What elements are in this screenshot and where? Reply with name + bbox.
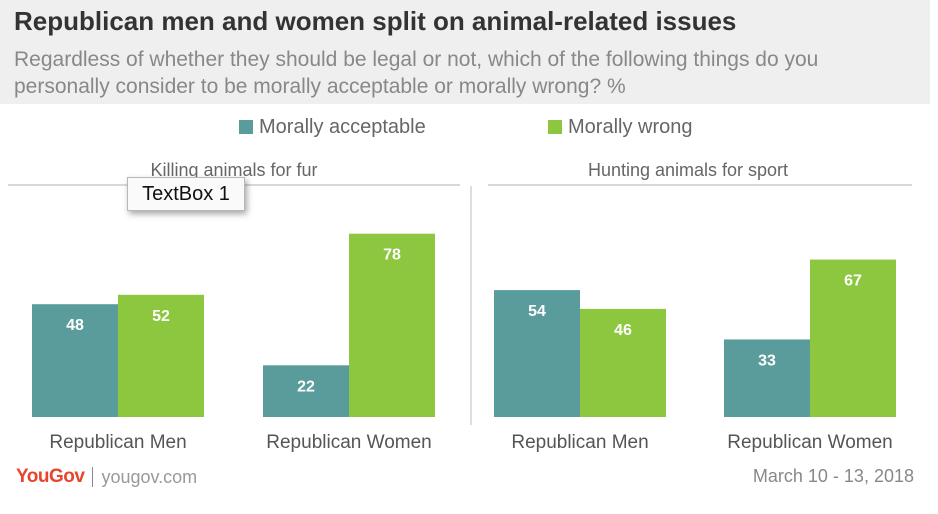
legend-item-morally-acceptable: Morally acceptable xyxy=(239,113,426,141)
legend-label-morally-acceptable: Morally acceptable xyxy=(259,115,426,138)
textbox-overlay[interactable]: TextBox 1 xyxy=(127,177,245,211)
category-label-killing-animals-for-fur-republican-men: Republican Men xyxy=(49,432,186,453)
bar-hunting-animals-for-sport-republican-men-morally-acceptable xyxy=(494,290,580,417)
survey-date: March 10 - 13, 2018 xyxy=(752,466,914,486)
data-label-killing-animals-for-fur-republican-women-morally-acceptable: 22 xyxy=(297,378,315,395)
chart-title: Republican men and women split on animal… xyxy=(14,6,737,36)
website-link[interactable]: yougov.com xyxy=(101,466,198,487)
brand-divider xyxy=(92,467,94,487)
data-label-hunting-animals-for-sport-republican-men-morally-acceptable: 54 xyxy=(528,303,546,320)
legend-item-morally-wrong: Morally wrong xyxy=(548,113,692,141)
legend-swatch-morally-acceptable xyxy=(239,120,253,134)
data-label-hunting-animals-for-sport-republican-women-morally-acceptable: 33 xyxy=(758,352,776,369)
bar-hunting-animals-for-sport-republican-women-morally-acceptable xyxy=(724,339,810,417)
legend-swatch-morally-wrong xyxy=(548,120,562,134)
data-label-hunting-animals-for-sport-republican-women-morally-wrong: 67 xyxy=(844,273,862,290)
panel-title-hunting-animals-for-sport: Hunting animals for sport xyxy=(588,160,788,180)
data-label-hunting-animals-for-sport-republican-men-morally-wrong: 46 xyxy=(614,322,632,339)
bar-killing-animals-for-fur-republican-women-morally-acceptable xyxy=(263,365,349,417)
bar-hunting-animals-for-sport-republican-men-morally-wrong xyxy=(580,308,666,417)
data-label-killing-animals-for-fur-republican-women-morally-wrong: 78 xyxy=(383,247,401,264)
data-label-killing-animals-for-fur-republican-men-morally-wrong: 52 xyxy=(152,308,170,325)
category-label-hunting-animals-for-sport-republican-men: Republican Men xyxy=(511,432,648,453)
bar-killing-animals-for-fur-republican-women-morally-wrong xyxy=(349,233,435,417)
category-label-hunting-animals-for-sport-republican-women: Republican Women xyxy=(727,432,892,453)
category-label-killing-animals-for-fur-republican-women: Republican Women xyxy=(266,432,431,453)
legend: Morally acceptable Morally wrong xyxy=(0,113,938,141)
yougov-logo: YouGov xyxy=(16,466,85,487)
chart-subtitle: Regardless of whether they should be leg… xyxy=(14,48,819,98)
footer-brand: YouGov yougov.com xyxy=(16,466,197,488)
panel-title-killing-animals-for-fur: Killing animals for fur xyxy=(150,160,317,180)
bar-killing-animals-for-fur-republican-men-morally-acceptable xyxy=(32,304,118,417)
bar-killing-animals-for-fur-republican-men-morally-wrong xyxy=(118,294,204,417)
bar-hunting-animals-for-sport-republican-women-morally-wrong xyxy=(810,259,896,417)
header-banner: Republican men and women split on animal… xyxy=(0,0,930,104)
legend-label-morally-wrong: Morally wrong xyxy=(568,115,693,138)
data-label-killing-animals-for-fur-republican-men-morally-acceptable: 48 xyxy=(66,317,84,334)
